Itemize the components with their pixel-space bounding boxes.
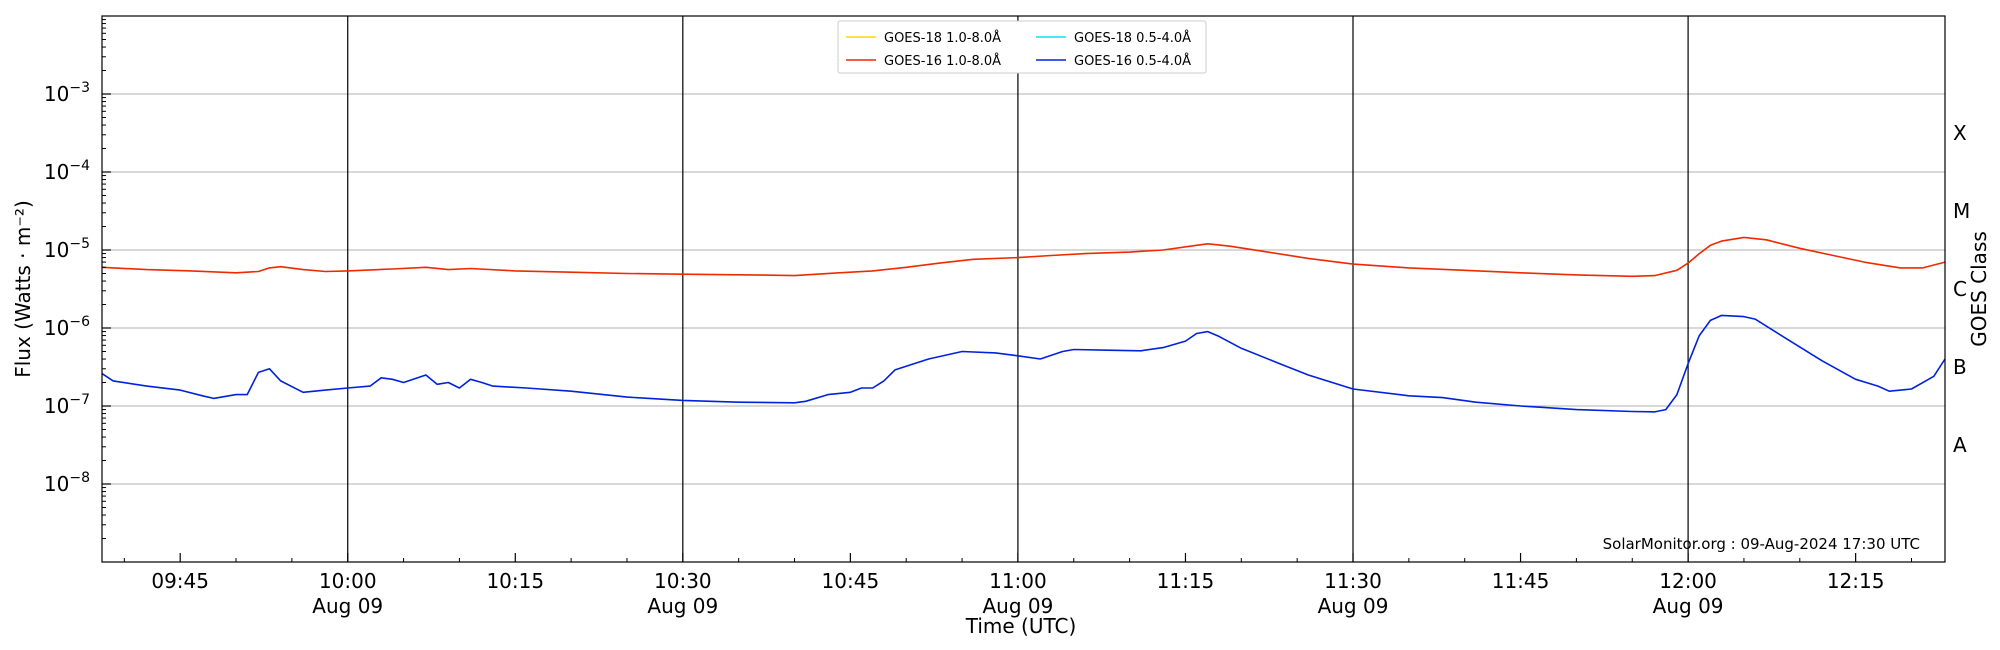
x-tick-label: 09:45 [151, 569, 209, 593]
x-tick-date-label: Aug 09 [647, 594, 718, 618]
y-axis-label: Flux (Watts · m⁻²) [11, 200, 35, 378]
y-tick-label: 10−8 [44, 470, 90, 496]
goes-class-label: X [1953, 121, 1967, 145]
series-line [101, 236, 1946, 278]
goes-class-label: M [1953, 199, 1970, 223]
y-tick-label: 10−3 [44, 80, 90, 106]
legend-entry: GOES-18 0.5-4.0Å [1074, 30, 1191, 46]
x-tick-label: 11:45 [1492, 569, 1550, 593]
x-tick-label: 12:15 [1827, 569, 1885, 593]
x-tick-date-label: Aug 09 [312, 594, 383, 618]
goes-class-axis: A B C M X [1953, 121, 1970, 457]
series-layer [101, 236, 1946, 413]
y-tick-label: 10−4 [44, 158, 90, 184]
x-tick-label: 11:00 [989, 569, 1047, 593]
x-tick-label: 10:30 [654, 569, 712, 593]
legend-entry: GOES-18 1.0-8.0Å [884, 30, 1001, 46]
x-tick-label: 12:00 [1659, 569, 1717, 593]
legend: GOES-18 1.0-8.0Å GOES-16 1.0-8.0Å GOES-18 … [837, 20, 1207, 74]
legend-frame [837, 20, 1207, 74]
legend-entry: GOES-16 0.5-4.0Å [1074, 53, 1191, 69]
x-tick-date-label: Aug 09 [1318, 594, 1389, 618]
plot-frame [101, 15, 1946, 563]
y-tick-label: 10−7 [44, 392, 90, 418]
y-tick-label: 10−5 [44, 236, 90, 262]
goes-class-label: A [1953, 433, 1967, 457]
x-tick-label: 11:30 [1324, 569, 1382, 593]
x-tick-label: 11:15 [1157, 569, 1215, 593]
vertical-marker-layer [347, 16, 1689, 562]
x-tick-label: 10:00 [319, 569, 377, 593]
x-tick-label: 10:15 [486, 569, 544, 593]
goes-class-label: B [1953, 355, 1967, 379]
x-tick-date-label: Aug 09 [1653, 594, 1724, 618]
grid-layer [102, 93, 1945, 485]
credit-annotation: SolarMonitor.org : 09-Aug-2024 17:30 UTC [1603, 535, 1920, 553]
legend-entry: GOES-16 1.0-8.0Å [884, 53, 1001, 69]
x-tick-date-label: Aug 09 [982, 594, 1053, 618]
goes-class-axis-label: GOES Class [1967, 231, 1991, 347]
x-tick-label: 10:45 [822, 569, 880, 593]
x-axis-label: Time (UTC) [965, 614, 1077, 638]
series-line [101, 314, 1946, 413]
plot-background [102, 16, 1945, 562]
y-axis: 10−8 10−7 10−6 10−5 10−4 10−3 [44, 19, 111, 540]
goes-class-label: C [1953, 277, 1967, 301]
y-tick-label: 10−6 [44, 314, 90, 340]
